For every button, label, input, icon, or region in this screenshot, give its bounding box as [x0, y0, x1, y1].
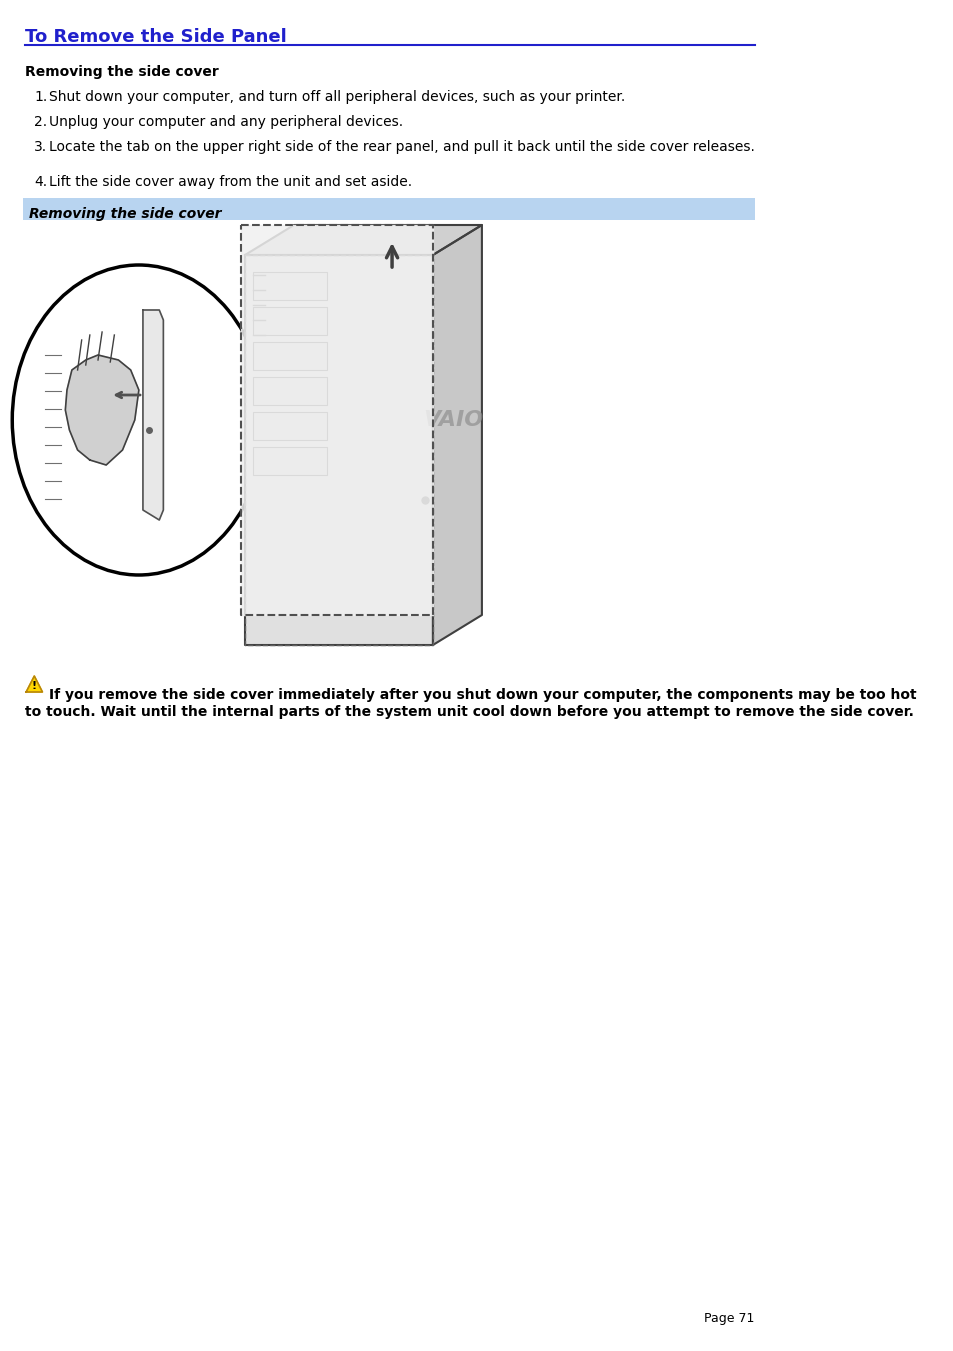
Polygon shape [241, 226, 433, 615]
Text: If you remove the side cover immediately after you shut down your computer, the : If you remove the side cover immediately… [49, 688, 916, 703]
FancyBboxPatch shape [23, 199, 754, 220]
Polygon shape [26, 676, 43, 692]
Polygon shape [245, 226, 481, 255]
Polygon shape [65, 355, 139, 465]
Bar [253, 377, 326, 405]
Bar [253, 307, 326, 335]
Text: VAIO: VAIO [423, 409, 483, 430]
Text: 3.: 3. [34, 141, 48, 154]
Text: Page 71: Page 71 [703, 1312, 754, 1325]
Bar [253, 272, 326, 300]
Text: !: ! [31, 681, 37, 690]
Text: Removing the side cover: Removing the side cover [25, 65, 218, 78]
Text: Shut down your computer, and turn off all peripheral devices, such as your print: Shut down your computer, and turn off al… [49, 91, 624, 104]
Text: Removing the side cover: Removing the side cover [30, 207, 222, 222]
Text: 4.: 4. [34, 176, 48, 189]
Text: To Remove the Side Panel: To Remove the Side Panel [25, 28, 286, 46]
Text: Locate the tab on the upper right side of the rear panel, and pull it back until: Locate the tab on the upper right side o… [49, 141, 754, 154]
Polygon shape [433, 226, 481, 644]
Bar [253, 447, 326, 476]
Text: 1.: 1. [34, 91, 48, 104]
Text: Unplug your computer and any peripheral devices.: Unplug your computer and any peripheral … [49, 115, 403, 128]
Bar [253, 342, 326, 370]
Bar [253, 412, 326, 440]
Text: 2.: 2. [34, 115, 48, 128]
Polygon shape [245, 255, 433, 644]
Text: to touch. Wait until the internal parts of the system unit cool down before you : to touch. Wait until the internal parts … [25, 705, 912, 719]
Text: Lift the side cover away from the unit and set aside.: Lift the side cover away from the unit a… [49, 176, 412, 189]
Polygon shape [143, 309, 163, 520]
Circle shape [12, 265, 265, 576]
